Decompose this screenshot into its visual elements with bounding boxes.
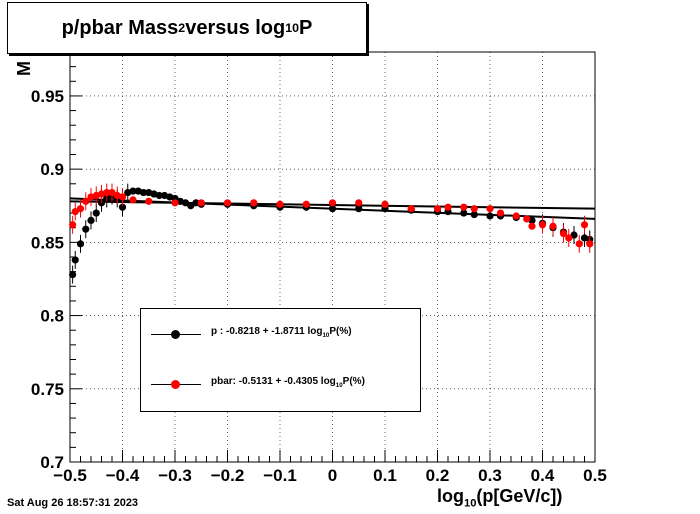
data-point-p (69, 270, 77, 279)
data-point-p (118, 203, 127, 211)
data-point-pbar (549, 222, 557, 230)
data-point-pbar (223, 199, 232, 207)
data-point-pbar (302, 200, 310, 208)
legend-label-sub: 10 (335, 382, 343, 389)
x-tick-label: −0.5 (53, 466, 87, 485)
x-tick-label: 0.4 (531, 466, 555, 485)
x-tick-label: 0.1 (373, 466, 397, 485)
datestamp: Sat Aug 26 18:57:31 2023 (7, 497, 139, 509)
data-point-pbar (586, 240, 594, 248)
x-tick-label: 0.3 (478, 466, 502, 485)
x-tick-label: −0.1 (263, 466, 297, 485)
data-point-p (155, 191, 163, 200)
title-sup: 2 (178, 21, 186, 35)
data-point-pbar (69, 221, 77, 229)
legend-entry-p: p : -0.8218 + -1.8711 log10P(%) (141, 322, 420, 346)
x-tick-label: −0.3 (158, 466, 192, 485)
title-sub: 10 (285, 21, 300, 35)
data-point-pbar (118, 193, 127, 201)
data-point-pbar (171, 199, 179, 207)
legend-label-sub: 10 (322, 332, 330, 339)
y-axis-label: M (14, 50, 64, 78)
x-tick-label: 0.2 (426, 466, 450, 485)
data-point-pbar (460, 203, 468, 211)
legend-label-pre: p : -0.8218 + -1.8711 log (211, 326, 323, 337)
data-point-pbar (575, 240, 583, 248)
x-tick-label: −0.4 (106, 466, 140, 485)
data-point-p (92, 209, 100, 217)
x-tick-label: 0.5 (583, 466, 607, 485)
data-point-p (82, 225, 90, 233)
data-point-p (486, 212, 494, 220)
data-point-pbar (433, 205, 442, 213)
y-tick-label: 0.7 (40, 453, 64, 472)
data-point-pbar (71, 208, 79, 216)
data-point-pbar (538, 221, 547, 229)
data-point-pbar (496, 209, 505, 217)
data-point-pbar (381, 200, 389, 208)
data-point-pbar (76, 205, 85, 213)
data-point-pbar (108, 188, 116, 197)
data-point-pbar (444, 203, 452, 211)
data-point-p (181, 199, 190, 207)
data-point-p (139, 188, 148, 197)
data-point-p (470, 210, 478, 219)
y-tick-label: 0.75 (31, 380, 64, 399)
data-point-pbar (523, 215, 531, 223)
data-point-pbar (470, 205, 478, 213)
data-point-pbar (328, 199, 337, 207)
data-point-pbar (82, 197, 90, 205)
x-tick-label: −0.2 (211, 466, 245, 485)
data-point-p (76, 240, 85, 248)
x-axis-label: log10(p[GeV/c]) (437, 486, 562, 510)
x-tick-label: 0 (328, 466, 337, 485)
data-point-pbar (559, 229, 568, 238)
legend-label: p : -0.8218 + -1.8711 log10P(%) (211, 326, 352, 339)
data-point-pbar (129, 196, 137, 204)
data-point-pbar (276, 200, 284, 208)
data-point-p (328, 205, 337, 213)
data-point-pbar (407, 205, 415, 213)
y-tick-label: 0.95 (31, 87, 64, 106)
y-tick-label: 0.8 (40, 307, 64, 326)
data-point-pbar (565, 234, 573, 242)
data-point-pbar (250, 199, 258, 207)
data-point-p (355, 205, 363, 213)
data-point-p (129, 187, 137, 195)
data-point-p (87, 216, 95, 224)
title-end: P (299, 16, 313, 39)
legend-entry-pbar: pbar: -0.5131 + -0.4305 log10P(%) (141, 372, 420, 396)
title-main: p/pbar Mass (61, 16, 179, 39)
data-point-pbar (580, 221, 589, 229)
x-axis-label-pre: log (437, 486, 464, 506)
data-point-pbar (103, 188, 111, 197)
y-tick-label: 0.9 (40, 160, 64, 179)
data-point-p (187, 202, 195, 210)
title-mid: versus log (185, 16, 286, 39)
data-point-pbar (512, 212, 520, 220)
legend-marker (171, 330, 180, 339)
data-point-pbar (355, 199, 363, 207)
data-point-pbar (145, 197, 153, 205)
data-point-p (460, 209, 468, 217)
y-tick-label: 0.85 (31, 233, 64, 252)
legend-marker (171, 380, 180, 389)
data-point-pbar (528, 222, 536, 230)
legend: p : -0.8218 + -1.8711 log10P(%) pbar: -0… (140, 308, 421, 412)
chart-title: p/pbar Mass 2 versus log 10 P (7, 2, 367, 54)
legend-label-post: P(%) (342, 376, 365, 387)
data-point-pbar (197, 199, 205, 207)
y-axis-label-text: M (14, 61, 34, 76)
legend-label-post: P(%) (329, 326, 352, 337)
x-axis-label-sub: 10 (464, 497, 477, 510)
data-point-pbar (486, 205, 494, 213)
x-axis-label-post: (p[GeV/c]) (476, 486, 563, 506)
data-point-p (71, 256, 79, 264)
legend-label: pbar: -0.5131 + -0.4305 log10P(%) (211, 376, 365, 389)
data-point-p (570, 231, 578, 239)
legend-label-pre: pbar: -0.5131 + -0.4305 log (211, 376, 336, 387)
